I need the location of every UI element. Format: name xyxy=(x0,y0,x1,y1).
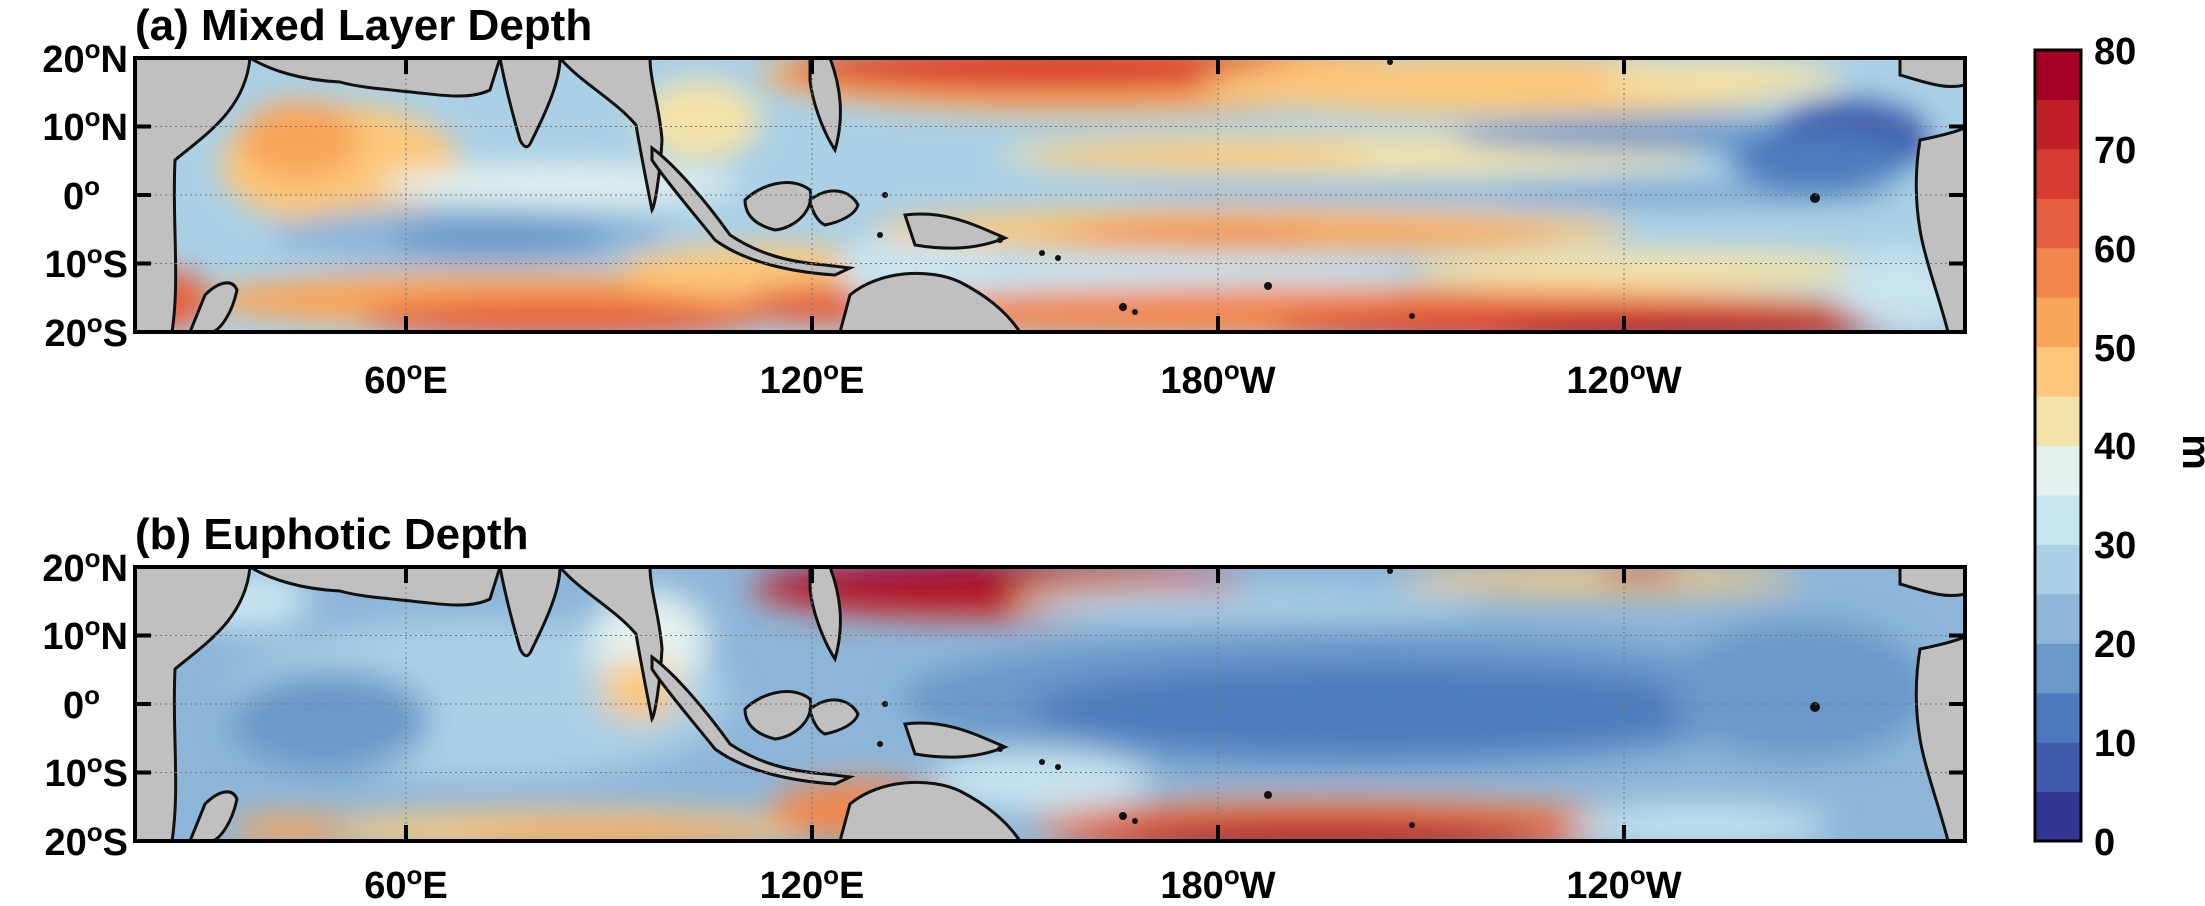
panel-a-lat-label: 10oS xyxy=(44,239,128,286)
colorbar-tick-label: 0 xyxy=(2094,822,2115,864)
panel-b-lat-label: 20oS xyxy=(44,817,128,864)
colorbar-segment xyxy=(2035,346,2081,397)
panel-a-lat-label: 0o xyxy=(63,171,100,218)
colorbar-tick-label: 20 xyxy=(2094,624,2136,666)
panel-mixed-layer-depth: (a) Mixed Layer Depth xyxy=(42,1,1967,402)
colorbar-segment xyxy=(2035,544,2081,595)
colorbar-segment xyxy=(2035,742,2081,793)
colorbar-tick-labels: 80 70 60 50 40 30 20 10 0 xyxy=(2094,31,2136,864)
colorbar-segment xyxy=(2035,445,2081,496)
panel-a-lon-labels: 60oE 120oE 180oW 120oW xyxy=(364,355,1681,402)
colorbar-unit: m xyxy=(2174,434,2205,470)
panel-b-ticks xyxy=(135,567,1965,841)
panel-b-lon-label: 60oE xyxy=(364,860,448,906)
panel-b-gridlines xyxy=(135,567,1965,841)
colorbar-segment xyxy=(2035,198,2081,249)
colorbar-segment xyxy=(2035,50,2081,100)
colorbar-tick-label: 60 xyxy=(2094,229,2136,271)
colorbar-segment xyxy=(2035,494,2081,545)
panel-a-lat-label: 10oN xyxy=(42,102,128,149)
colorbar-tick-label: 70 xyxy=(2094,130,2136,172)
panel-a-ticks xyxy=(135,58,1965,332)
panel-b-lon-label: 120oW xyxy=(1566,860,1681,906)
panel-a-lon-label: 120oE xyxy=(760,355,865,402)
panel-b-lon-labels: 60oE 120oE 180oW 120oW xyxy=(364,860,1681,906)
panel-a-islands xyxy=(877,59,1820,319)
colorbar-tick-label: 50 xyxy=(2094,328,2136,370)
colorbar-tick-label: 30 xyxy=(2094,525,2136,567)
colorbar-segment xyxy=(2035,791,2081,842)
panel-a-lon-label: 180oW xyxy=(1160,355,1275,402)
colorbar-segment xyxy=(2035,247,2081,298)
panel-b-lat-label: 10oN xyxy=(42,611,128,658)
panel-b-map xyxy=(135,567,1965,841)
colorbar-segment xyxy=(2035,593,2081,644)
colorbar-frame xyxy=(2033,48,2083,843)
colorbar-segment xyxy=(2035,643,2081,694)
panel-a-lon-label: 60oE xyxy=(364,355,448,402)
panel-a-title: (a) Mixed Layer Depth xyxy=(135,1,592,50)
panel-b-lat-labels: 20oN 10oN 0o 10oS 20oS xyxy=(42,543,128,864)
panel-b-islands xyxy=(877,568,1820,828)
panel-a-lat-label: 20oN xyxy=(42,34,128,81)
colorbar-segments xyxy=(2035,50,2081,842)
panel-a-map xyxy=(135,58,1965,332)
panel-b-title: (b) Euphotic Depth xyxy=(135,510,529,559)
panel-b-lon-label: 120oE xyxy=(760,860,865,906)
panel-a-lon-label: 120oW xyxy=(1566,355,1681,402)
colorbar-segment xyxy=(2035,692,2081,743)
panel-b-lat-label: 10oS xyxy=(44,748,128,795)
panel-euphotic-depth: (b) Euphotic Depth xyxy=(42,510,1967,906)
colorbar-segment xyxy=(2035,99,2081,150)
panel-b-lon-label: 180oW xyxy=(1160,860,1275,906)
panel-a-lat-label: 20oS xyxy=(44,308,128,355)
panel-b-field xyxy=(190,567,1930,841)
colorbar-tick-label: 10 xyxy=(2094,723,2136,765)
panel-b-lat-label: 0o xyxy=(63,680,100,727)
colorbar-segment xyxy=(2035,148,2081,199)
colorbar-tick-label: 40 xyxy=(2094,426,2136,468)
colorbar: 80 70 60 50 40 30 20 10 0 m xyxy=(2033,31,2205,864)
colorbar-segment xyxy=(2035,396,2081,446)
panel-a-land xyxy=(135,58,1965,332)
panel-a-lat-labels: 20oN 10oN 0o 10oS 20oS xyxy=(42,34,128,355)
colorbar-tick-label: 80 xyxy=(2094,31,2136,73)
colorbar-segment xyxy=(2035,297,2081,348)
panel-b-land xyxy=(135,567,1965,841)
panel-b-lat-label: 20oN xyxy=(42,543,128,590)
panel-a-gridlines xyxy=(135,58,1965,332)
